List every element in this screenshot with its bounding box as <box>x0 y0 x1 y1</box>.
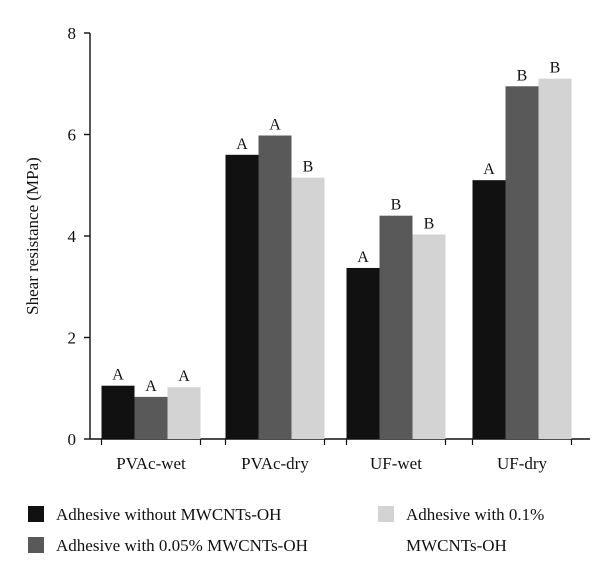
bar <box>412 234 446 439</box>
bar <box>472 180 506 440</box>
y-tick-label: 2 <box>68 329 77 348</box>
x-tick-label: PVAc-wet <box>116 454 186 473</box>
legend: Adhesive without MWCNTs-OH Adhesive with … <box>28 505 544 555</box>
legend-label: Adhesive with 0.1% <box>406 505 544 524</box>
x-tick-label: UF-wet <box>370 454 422 473</box>
legend-label: Adhesive without MWCNTs-OH <box>56 505 281 524</box>
y-tick-label: 6 <box>68 126 77 145</box>
bar-significance-label: B <box>550 60 561 77</box>
bars <box>101 78 572 440</box>
legend-label: Adhesive with 0.05% MWCNTs-OH <box>56 536 308 555</box>
y-tick-label: 4 <box>68 227 77 246</box>
bar-significance-label: A <box>483 161 495 178</box>
bar <box>291 177 325 439</box>
bar-significance-label: A <box>269 117 281 134</box>
legend-swatch <box>28 537 44 553</box>
y-tick-label: 0 <box>68 430 77 449</box>
bar <box>167 387 201 439</box>
legend-swatch <box>28 506 44 522</box>
legend-label: MWCNTs-OH <box>406 536 507 555</box>
y-axis-title: Shear resistance (MPa) <box>23 157 42 315</box>
y-axis: 0 2 4 6 8 <box>68 24 91 449</box>
bar <box>538 78 572 440</box>
bar-significance-label: A <box>112 367 124 384</box>
x-tick-label: UF-dry <box>497 454 548 473</box>
legend-swatch <box>378 506 394 522</box>
bar <box>379 215 413 439</box>
bar <box>505 86 539 439</box>
bar-significance-label: A <box>178 368 190 385</box>
bar <box>258 135 292 439</box>
y-tick-label: 8 <box>68 24 77 43</box>
bar-significance-label: A <box>357 249 369 266</box>
bar-significance-label: B <box>517 67 528 84</box>
bar-significance-label: A <box>145 378 157 395</box>
significance-labels: A A A A A B A B B A B B <box>112 60 560 395</box>
bar-significance-label: A <box>236 136 248 153</box>
bar-significance-label: B <box>391 197 402 214</box>
x-axis: PVAc-wet PVAc-dry UF-wet UF-dry <box>90 438 590 473</box>
bar <box>346 267 380 439</box>
bar-significance-label: B <box>424 215 435 232</box>
bar-significance-label: B <box>303 159 314 176</box>
bar <box>225 154 259 440</box>
bar <box>101 385 135 439</box>
x-tick-label: PVAc-dry <box>241 454 309 473</box>
bar <box>134 396 168 439</box>
